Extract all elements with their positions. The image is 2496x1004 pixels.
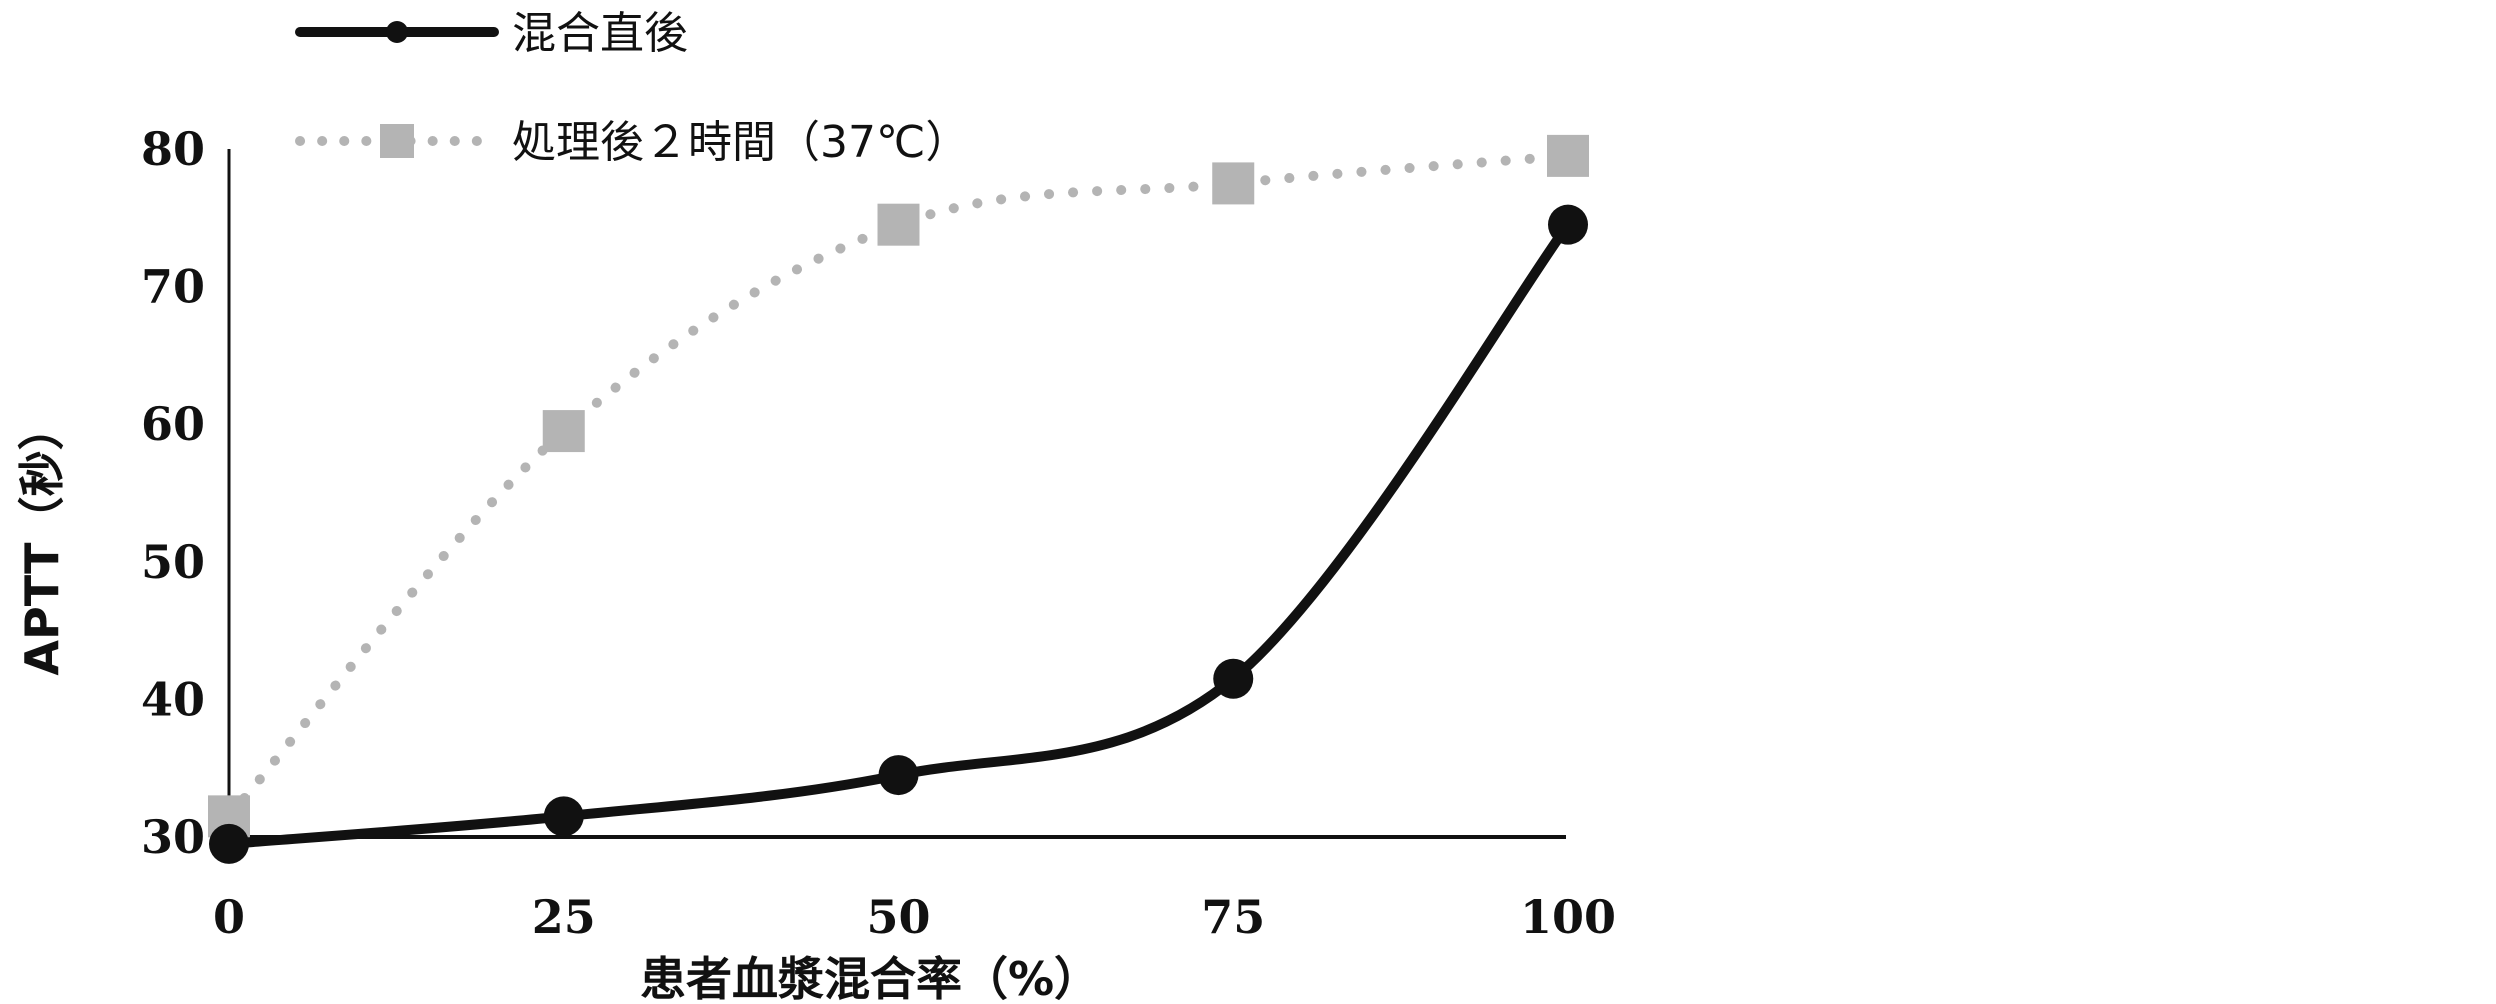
- legend-marker-square: [380, 124, 414, 158]
- legend-marker-circle: [386, 21, 408, 43]
- data-point-circle: [1213, 658, 1254, 699]
- x-tick-label: 0: [213, 890, 245, 944]
- y-tick-label: 50: [141, 535, 205, 589]
- data-point-circle: [1548, 204, 1588, 245]
- y-tick-label: 80: [141, 122, 205, 176]
- x-tick-label: 50: [866, 890, 930, 944]
- data-point-circle: [878, 755, 919, 796]
- y-tick-label: 30: [141, 810, 205, 864]
- data-point-square: [1212, 162, 1255, 205]
- series-line-2: [224, 150, 1573, 822]
- x-axis-label: 患者血漿混合率（%）: [640, 952, 1100, 1004]
- data-point-square: [542, 410, 585, 453]
- legend: 混合直後 処理後２時間（37℃）: [295, 8, 969, 168]
- x-tick-label: 75: [1201, 890, 1265, 944]
- y-axis-label: APTT（秒）: [15, 404, 69, 675]
- series-line-1: [224, 219, 1573, 849]
- y-tick-label: 60: [141, 397, 205, 451]
- x-tick-labels: 0 25 50 75 100: [213, 890, 1616, 944]
- y-tick-label: 40: [141, 672, 205, 726]
- y-tick-labels: 30 40 50 60 70 80: [141, 122, 205, 864]
- data-point-circle: [543, 796, 584, 837]
- data-point-square: [877, 203, 920, 246]
- data-point-square: [1547, 134, 1589, 177]
- legend-label-series-2: 処理後２時間（37℃）: [512, 117, 969, 168]
- data-point-circle: [209, 823, 249, 864]
- y-tick-label: 70: [141, 260, 205, 314]
- x-tick-label: 25: [532, 890, 596, 944]
- x-tick-label: 100: [1520, 890, 1616, 944]
- legend-label-series-1: 混合直後: [512, 8, 688, 59]
